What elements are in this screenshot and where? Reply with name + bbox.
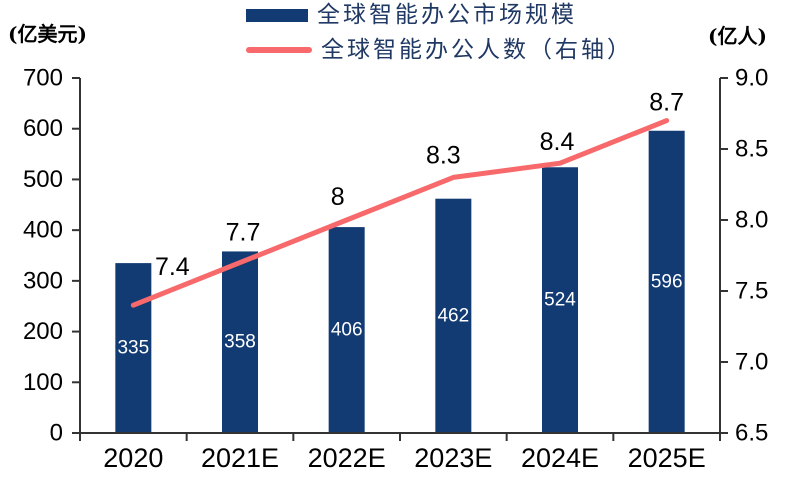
bar-2024E xyxy=(542,167,578,433)
left-axis-tick-label: 600 xyxy=(23,115,63,142)
line-value-label: 7.4 xyxy=(155,253,190,281)
line-value-label: 8.4 xyxy=(540,128,575,156)
bar-2023E xyxy=(435,198,472,433)
x-axis-category-label: 2024E xyxy=(521,443,599,473)
line-value-label: 8.3 xyxy=(426,141,461,169)
right-axis-tick-label: 7.0 xyxy=(735,349,768,376)
x-axis-category-label: 2025E xyxy=(628,443,706,473)
right-axis-tick-label: 9.0 xyxy=(735,65,768,92)
bar-value-label: 358 xyxy=(224,332,256,353)
right-axis-unit-label: (亿人) xyxy=(708,24,767,48)
line-series-swatch-icon xyxy=(246,47,312,53)
left-axis-tick-label: 0 xyxy=(50,420,63,447)
left-axis-tick-label: 200 xyxy=(23,318,63,345)
line-value-label: 8.7 xyxy=(649,89,684,117)
left-axis-tick-label: 700 xyxy=(23,65,63,92)
line-value-label: 7.7 xyxy=(226,219,261,247)
bar-value-label: 462 xyxy=(437,305,469,326)
bar-2025E xyxy=(648,130,685,433)
right-axis-tick-label: 6.5 xyxy=(735,420,768,447)
bar-2020 xyxy=(115,263,152,433)
line-value-label: 8 xyxy=(331,183,345,211)
bar-value-label: 335 xyxy=(117,338,149,359)
left-axis-unit-label: (亿美元) xyxy=(8,22,87,46)
x-axis-category-label: 2020 xyxy=(103,443,163,473)
x-axis-category-label: 2022E xyxy=(308,443,386,473)
bar-2021E xyxy=(222,251,258,433)
x-axis-category-label: 2021E xyxy=(201,443,279,473)
left-axis-tick-label: 100 xyxy=(23,369,63,396)
legend-item-headcount: 全球智能办公人数（右轴） xyxy=(246,37,633,63)
legend-item-market-size: 全球智能办公市场规模 xyxy=(246,2,633,28)
bar-series-swatch-icon xyxy=(246,8,308,22)
left-axis-tick-label: 400 xyxy=(23,217,63,244)
line-series-legend-label: 全球智能办公人数（右轴） xyxy=(321,37,633,63)
x-axis-category-label: 2023E xyxy=(414,443,492,473)
legend: 全球智能办公市场规模 全球智能办公人数（右轴） xyxy=(246,2,633,63)
bar-series-legend-label: 全球智能办公市场规模 xyxy=(317,2,577,28)
line-series xyxy=(130,118,670,308)
right-axis-tick-label: 7.5 xyxy=(735,278,768,305)
bar-value-label: 406 xyxy=(331,320,363,341)
right-axis-tick-label: 8.0 xyxy=(735,207,768,234)
left-axis-tick-label: 500 xyxy=(23,166,63,193)
bar-value-label: 524 xyxy=(544,290,576,311)
bar-value-label: 596 xyxy=(651,271,683,292)
right-axis-tick-label: 8.5 xyxy=(735,136,768,163)
left-axis-tick-label: 300 xyxy=(23,267,63,294)
bar-2022E xyxy=(328,227,365,433)
